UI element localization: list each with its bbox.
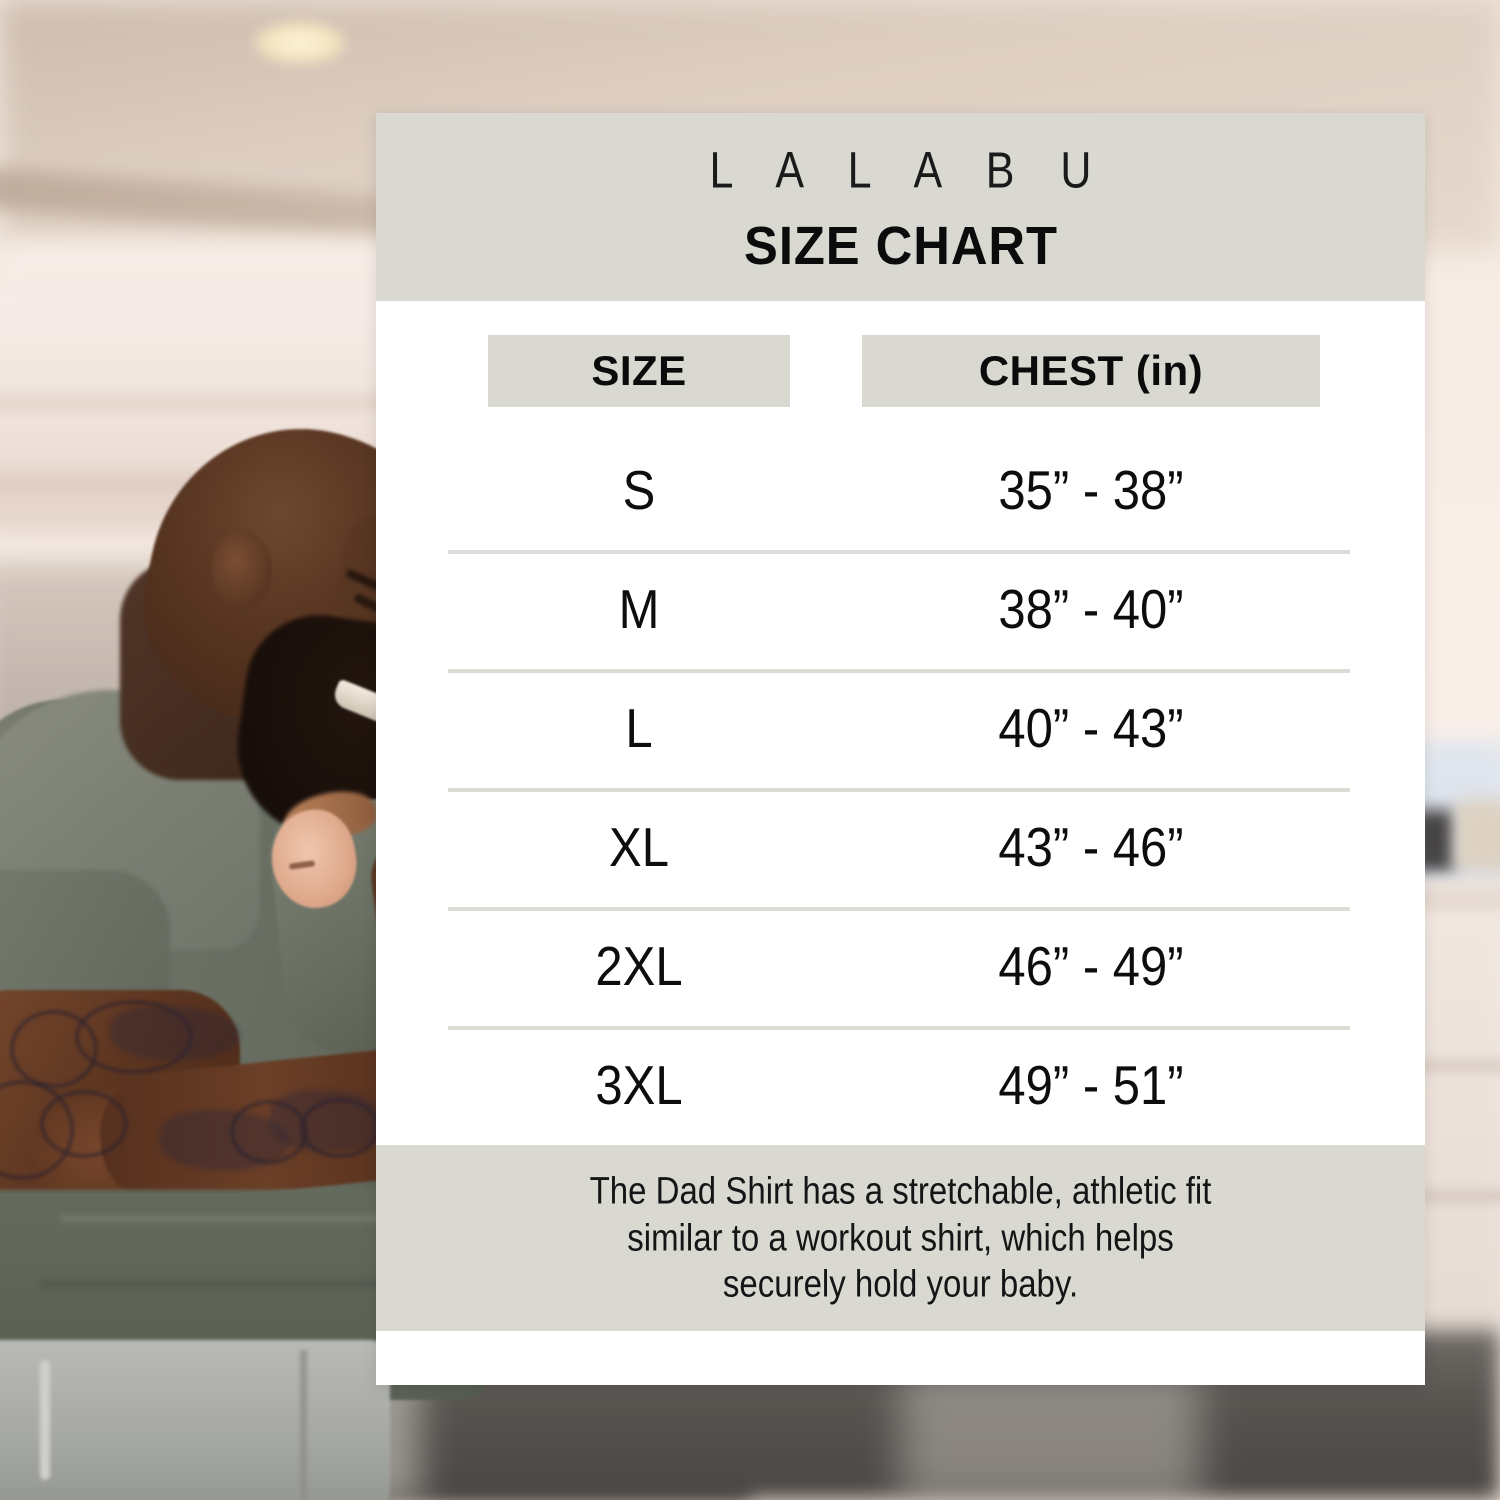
table-row: L 40” - 43” (376, 669, 1425, 788)
sweatpants (0, 1340, 390, 1500)
cell-chest: 43” - 46” (998, 817, 1184, 878)
footer-note-line: The Dad Shirt has a stretchable, athleti… (589, 1168, 1212, 1212)
cell-chest: 46” - 49” (998, 936, 1184, 997)
tattoo-swirl (230, 1100, 308, 1164)
table-row: 3XL 49” - 51” (376, 1026, 1425, 1145)
page-title: SIZE CHART (743, 215, 1058, 276)
card-header-band: L A L A B U SIZE CHART (376, 113, 1425, 301)
footer-note-line: similar to a workout shirt, which helps (627, 1215, 1174, 1259)
brand-wordmark: L A L A B U (709, 142, 1109, 199)
ear (212, 530, 272, 608)
shirt-fold (60, 1215, 390, 1222)
table-row: 2XL 46” - 49” (376, 907, 1425, 1026)
tattoo-swirl (75, 1000, 193, 1074)
pants-seam (300, 1350, 307, 1500)
light-appliance (1455, 800, 1500, 872)
tattoo-swirl (300, 1098, 380, 1158)
size-chart-card: L A L A B U SIZE CHART SIZE CHEST (in) S… (376, 113, 1425, 1385)
cell-size: M (618, 579, 660, 640)
column-header-size: SIZE (488, 335, 790, 407)
table-row: S 35” - 38” (376, 431, 1425, 550)
floor-highlight (900, 1365, 1200, 1500)
table-row: M 38” - 40” (376, 550, 1425, 669)
cabinet-shelf-line (0, 398, 550, 408)
cell-size: XL (609, 817, 669, 878)
cell-size: 2XL (595, 936, 683, 997)
cell-size: L (625, 698, 653, 759)
shirt-fold (40, 1280, 400, 1288)
drawstring (40, 1360, 50, 1480)
cell-chest: 40” - 43” (998, 698, 1184, 759)
table-row: XL 43” - 46” (376, 788, 1425, 907)
recessed-ceiling-light-icon (255, 22, 345, 64)
tattoo-swirl (40, 1090, 128, 1158)
tattoo-shading (110, 1006, 240, 1060)
cell-chest: 38” - 40” (998, 579, 1184, 640)
column-header-chest: CHEST (in) (862, 335, 1320, 407)
cell-chest: 35” - 38” (998, 460, 1184, 521)
card-footer-band: The Dad Shirt has a stretchable, athleti… (376, 1145, 1425, 1331)
footer-note-line: securely hold your baby. (722, 1262, 1079, 1305)
cell-chest: 49” - 51” (998, 1055, 1184, 1116)
cell-size: S (622, 460, 656, 521)
size-table: SIZE CHEST (in) S 35” - 38” M 38” - 40” … (376, 301, 1425, 1145)
table-header-row: SIZE CHEST (in) (376, 301, 1425, 431)
cell-size: 3XL (595, 1055, 683, 1116)
